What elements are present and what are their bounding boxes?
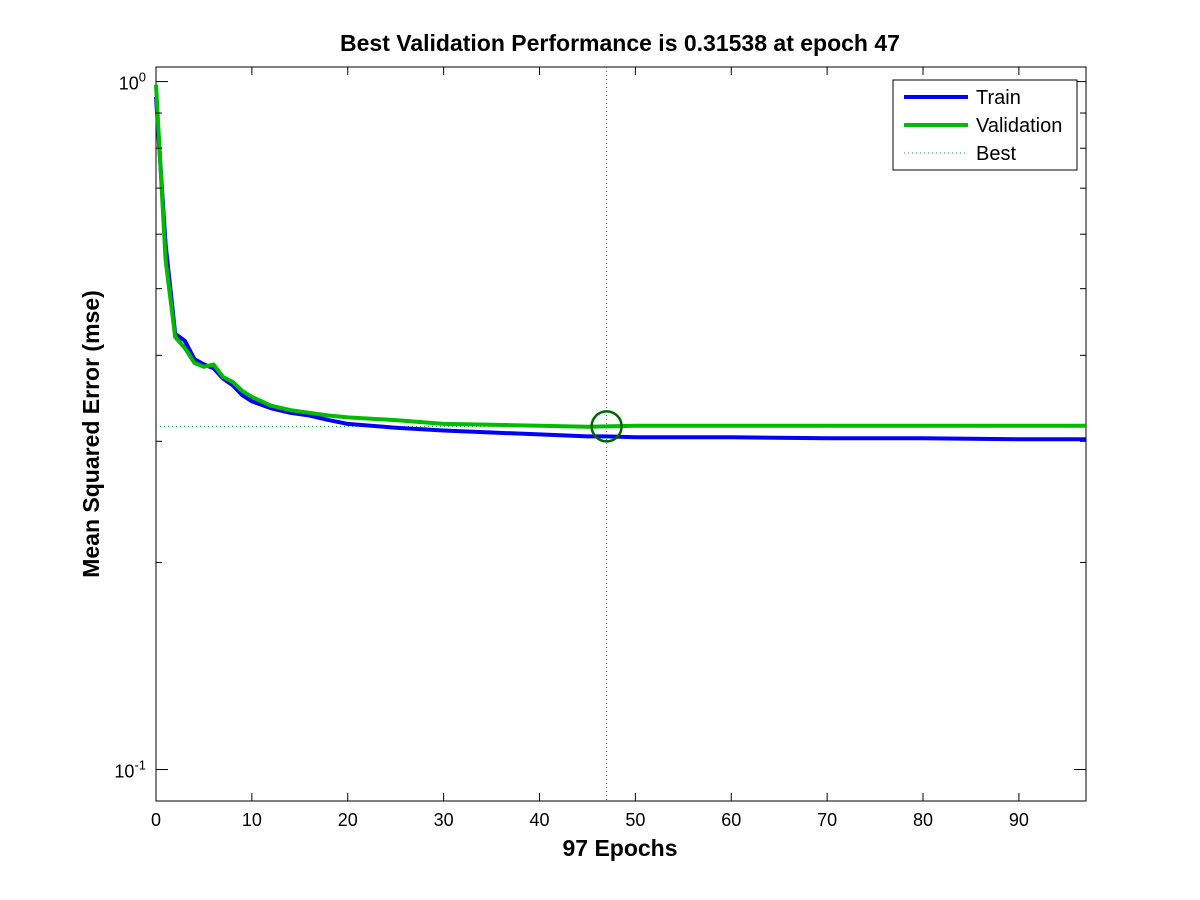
legend-label-train: Train bbox=[976, 87, 1021, 109]
x-tick-label: 80 bbox=[913, 810, 933, 830]
y-axis-label: Mean Squared Error (mse) bbox=[78, 290, 104, 578]
x-tick-label: 60 bbox=[721, 810, 741, 830]
series-line-train bbox=[154, 96, 1086, 442]
legend-label-validation: Validation bbox=[976, 115, 1062, 137]
y-tick-label: 10-1 bbox=[114, 758, 146, 782]
legend-label-best: Best bbox=[976, 143, 1016, 165]
x-tick-label: 70 bbox=[817, 810, 837, 830]
series-line-validation bbox=[154, 84, 1086, 429]
x-tick-label: 30 bbox=[434, 810, 454, 830]
plot-area bbox=[155, 66, 1087, 802]
y-tick-label: 100 bbox=[119, 70, 146, 94]
chart-title: Best Validation Performance is 0.31538 a… bbox=[340, 30, 900, 56]
x-tick-label: 40 bbox=[529, 810, 549, 830]
x-tick-label: 0 bbox=[151, 810, 161, 830]
x-tick-label: 20 bbox=[338, 810, 358, 830]
best-point-circle bbox=[590, 410, 623, 443]
ticks-layer: 0 10 20 30 40 50 60 70 80 90 100 10-1 bbox=[114, 67, 1086, 830]
series-layer bbox=[154, 84, 1086, 443]
x-tick-label: 10 bbox=[242, 810, 262, 830]
legend: Train Validation Best bbox=[892, 79, 1078, 171]
x-tick-label: 50 bbox=[625, 810, 645, 830]
x-tick-label: 90 bbox=[1009, 810, 1029, 830]
x-axis-label: 97 Epochs bbox=[562, 835, 677, 861]
